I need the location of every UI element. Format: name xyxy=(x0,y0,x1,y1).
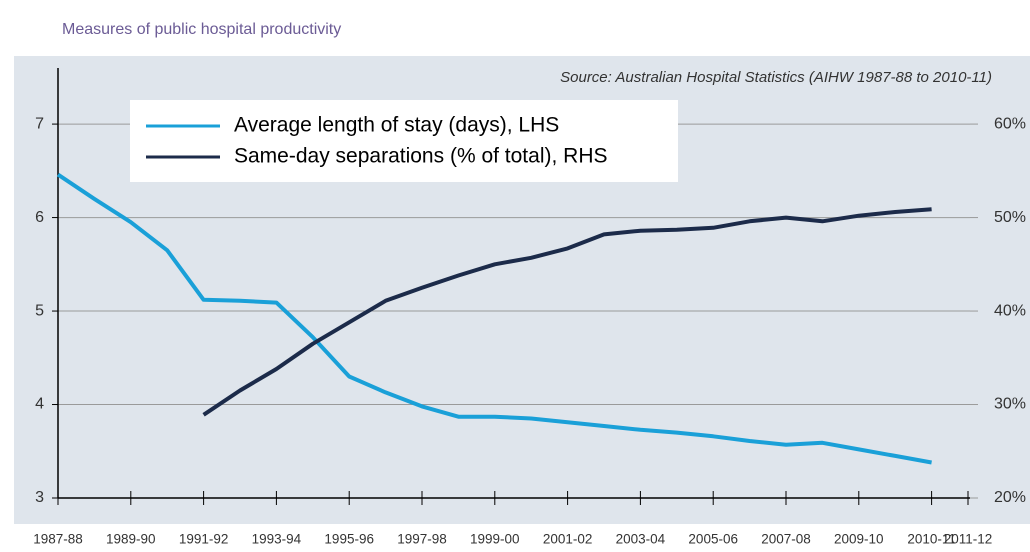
x-tick-label: 2007-08 xyxy=(761,532,811,547)
series-line xyxy=(202,207,932,417)
x-tick-label: 1995-96 xyxy=(324,532,374,547)
y-tick-label: 6 xyxy=(35,209,44,226)
series-line xyxy=(56,172,932,465)
x-tick-label: 1989-90 xyxy=(106,532,156,547)
x-tick-label: 1991-92 xyxy=(179,532,229,547)
y-tick-label: 7 xyxy=(35,115,44,132)
x-tick-label: 1999-00 xyxy=(470,532,520,547)
legend-label: Same-day separations (% of total), RHS xyxy=(234,145,608,168)
x-tick-label: 2011-12 xyxy=(944,532,993,547)
legend-label: Average length of stay (days), LHS xyxy=(234,114,559,137)
y2-tick-label: 20% xyxy=(994,489,1026,506)
x-tick-label: 1987-88 xyxy=(33,532,83,547)
y2-tick-label: 40% xyxy=(994,302,1026,319)
x-tick-label: 2003-04 xyxy=(616,532,666,547)
y2-tick-label: 30% xyxy=(994,396,1026,413)
x-tick-label: 1993-94 xyxy=(252,532,302,547)
source-note: Source: Australian Hospital Statistics (… xyxy=(560,69,992,86)
x-tick-label: 2005-06 xyxy=(688,532,738,547)
y-tick-label: 3 xyxy=(35,489,44,506)
x-tick-label: 2010-11 xyxy=(907,532,956,547)
y2-tick-label: 50% xyxy=(994,209,1026,226)
x-tick-label: 2009-10 xyxy=(834,532,884,547)
y-tick-label: 4 xyxy=(35,396,44,413)
x-tick-label: 1997-98 xyxy=(397,532,447,547)
x-tick-label: 2001-02 xyxy=(543,532,593,547)
chart-title: Measures of public hospital productivity xyxy=(62,21,341,38)
y2-tick-label: 60% xyxy=(994,115,1026,132)
y-tick-label: 5 xyxy=(35,302,44,319)
legend-box xyxy=(130,100,678,182)
